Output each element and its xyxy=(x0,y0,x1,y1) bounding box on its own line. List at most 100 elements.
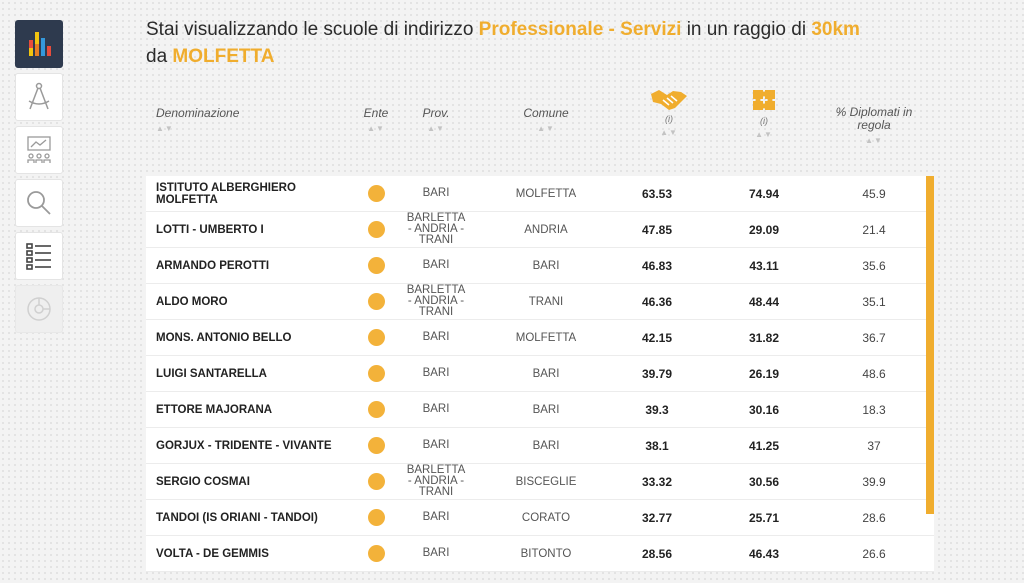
scrollbar[interactable] xyxy=(926,176,934,514)
ente-dot-icon xyxy=(367,545,385,562)
col-indicator1[interactable]: (i) ▲▼ xyxy=(642,86,696,137)
school-name[interactable]: ETTORE MAJORANA xyxy=(156,403,273,416)
sort-arrows-icon[interactable]: ▲▼ xyxy=(156,124,174,133)
sort-arrows-icon[interactable]: ▲▼ xyxy=(865,136,883,145)
pie-chart-icon xyxy=(27,297,51,321)
ente-dot-icon xyxy=(367,185,385,202)
indicator1-value: 46.83 xyxy=(641,258,673,273)
heading-radius: 30km xyxy=(811,19,860,40)
sidebar-list-button[interactable] xyxy=(15,232,63,280)
sidebar-compass-button[interactable] xyxy=(15,73,63,121)
classroom-icon xyxy=(27,136,51,163)
indicator2-value: 46.43 xyxy=(748,546,780,561)
diplomati-value: 21.4 xyxy=(862,222,886,237)
puzzle-icon xyxy=(753,90,775,110)
col-diplomati[interactable]: % Diplomati in regola ▲▼ xyxy=(822,86,926,146)
comune-cell: MOLFETTA xyxy=(515,331,577,344)
page-title: Stai visualizzando le scuole di indirizz… xyxy=(146,16,946,70)
prov-cell: BARI xyxy=(422,403,450,415)
table-row[interactable]: ARMANDO PEROTTI BARI BARI 46.83 43.11 35.6 xyxy=(146,248,934,284)
comune-cell: CORATO xyxy=(521,511,571,524)
ente-cell xyxy=(361,212,391,247)
col-prov-label: Prov. xyxy=(422,106,450,120)
school-name[interactable]: LUIGI SANTARELLA xyxy=(156,367,267,380)
school-name[interactable]: MONS. ANTONIO BELLO xyxy=(156,331,292,344)
diplomati-value: 26.6 xyxy=(862,546,886,561)
sidebar-pie-button xyxy=(15,285,63,333)
col-comune[interactable]: Comune ▲▼ xyxy=(506,86,586,133)
col-indicator2[interactable]: (i) ▲▼ xyxy=(744,86,784,139)
sort-arrows-icon[interactable]: ▲▼ xyxy=(755,130,773,139)
comune-cell: MOLFETTA xyxy=(515,187,577,200)
sort-arrows-icon[interactable]: ▲▼ xyxy=(537,124,555,133)
table-row[interactable]: VOLTA - DE GEMMIS BARI BITONTO 28.56 46.43 26… xyxy=(146,536,934,572)
school-name[interactable]: ISTITUTO ALBERGHIERO MOLFETTA xyxy=(156,181,296,206)
table-row[interactable]: SERGIO COSMAI BARLETTA - ANDRIA - TRANI BI… xyxy=(146,464,934,500)
school-name[interactable]: SERGIO COSMAI xyxy=(156,475,250,488)
ente-cell xyxy=(361,248,391,283)
table-row[interactable]: ISTITUTO ALBERGHIERO MOLFETTA BARI MOLFETT… xyxy=(146,176,934,212)
table-row[interactable]: MONS. ANTONIO BELLO BARI MOLFETTA 42.15 31.8… xyxy=(146,320,934,356)
prov-cell: BARLETTA - ANDRIA - TRANI xyxy=(406,284,466,318)
diplomati-value: 28.6 xyxy=(862,510,886,525)
indicator1-value: 42.15 xyxy=(641,330,673,345)
diplomati-value: 18.3 xyxy=(862,402,886,417)
ente-dot-icon xyxy=(367,473,385,490)
school-name[interactable]: ALDO MORO xyxy=(156,295,228,308)
ente-cell xyxy=(361,536,391,571)
sort-arrows-icon[interactable]: ▲▼ xyxy=(367,124,385,133)
ente-dot-icon xyxy=(367,257,385,274)
prov-cell: BARI xyxy=(422,331,450,343)
school-name[interactable]: TANDOI (IS ORIANI - TANDOI) xyxy=(156,511,318,524)
prov-cell: BARI xyxy=(422,547,450,559)
diplomati-value: 36.7 xyxy=(862,330,886,345)
comune-cell: BISCEGLIE xyxy=(515,475,577,488)
indicator1-value: 63.53 xyxy=(641,186,673,201)
col-prov[interactable]: Prov. ▲▼ xyxy=(412,86,460,133)
school-name[interactable]: VOLTA - DE GEMMIS xyxy=(156,547,269,560)
indicator2-value: 74.94 xyxy=(748,186,780,201)
ente-dot-icon xyxy=(367,365,385,382)
table-row[interactable]: ETTORE MAJORANA BARI BARI 39.3 30.16 18.3 xyxy=(146,392,934,428)
chart-bars-icon xyxy=(29,32,51,56)
sort-arrows-icon[interactable]: ▲▼ xyxy=(660,128,678,137)
table-row[interactable]: GORJUX - TRIDENTE - VIVANTE BARI BARI 38.1 4… xyxy=(146,428,934,464)
table-row[interactable]: TANDOI (IS ORIANI - TANDOI) BARI CORATO 32.… xyxy=(146,500,934,536)
school-name[interactable]: LOTTI - UMBERTO I xyxy=(156,223,264,236)
sort-arrows-icon[interactable]: ▲▼ xyxy=(427,124,445,133)
table-row[interactable]: ALDO MORO BARLETTA - ANDRIA - TRANI TRANI 4… xyxy=(146,284,934,320)
diplomati-value: 39.9 xyxy=(862,474,886,489)
prov-cell: BARI xyxy=(422,367,450,379)
info-icon[interactable]: (i) xyxy=(760,116,768,126)
diplomati-value: 45.9 xyxy=(862,186,886,201)
ente-cell xyxy=(361,356,391,391)
heading-prefix: Stai visualizzando le scuole di indirizz… xyxy=(146,19,474,40)
prov-cell: BARLETTA - ANDRIA - TRANI xyxy=(406,464,466,498)
indicator2-value: 48.44 xyxy=(748,294,780,309)
info-icon[interactable]: (i) xyxy=(665,114,673,124)
prov-cell: BARI xyxy=(422,439,450,451)
ente-dot-icon xyxy=(367,437,385,454)
comune-cell: BARI xyxy=(532,439,560,452)
search-icon xyxy=(27,191,51,215)
col-comune-label: Comune xyxy=(523,106,569,120)
school-name[interactable]: ARMANDO PEROTTI xyxy=(156,259,270,272)
sidebar-search-button[interactable] xyxy=(15,179,63,227)
ente-cell xyxy=(361,284,391,319)
comune-cell: BITONTO xyxy=(520,547,572,560)
indicator2-value: 26.19 xyxy=(748,366,780,381)
col-denominazione[interactable]: Denominazione ▲▼ xyxy=(156,86,239,133)
sidebar-classroom-button[interactable] xyxy=(15,126,63,174)
indicator2-value: 41.25 xyxy=(748,438,780,453)
table-row[interactable]: LUIGI SANTARELLA BARI BARI 39.79 26.19 48.6 xyxy=(146,356,934,392)
list-icon xyxy=(26,243,51,270)
table-header: Denominazione ▲▼ Ente ▲▼ Prov. ▲▼ Comune… xyxy=(146,86,934,166)
ente-cell xyxy=(361,176,391,211)
prov-cell: BARLETTA - ANDRIA - TRANI xyxy=(406,212,466,246)
table-row[interactable]: LOTTI - UMBERTO I BARLETTA - ANDRIA - TRA… xyxy=(146,212,934,248)
prov-cell: BARI xyxy=(422,511,450,523)
diplomati-value: 48.6 xyxy=(862,366,886,381)
col-ente[interactable]: Ente ▲▼ xyxy=(358,86,394,133)
school-name[interactable]: GORJUX - TRIDENTE - VIVANTE xyxy=(156,439,332,452)
sidebar-ranking-button[interactable] xyxy=(15,20,63,68)
